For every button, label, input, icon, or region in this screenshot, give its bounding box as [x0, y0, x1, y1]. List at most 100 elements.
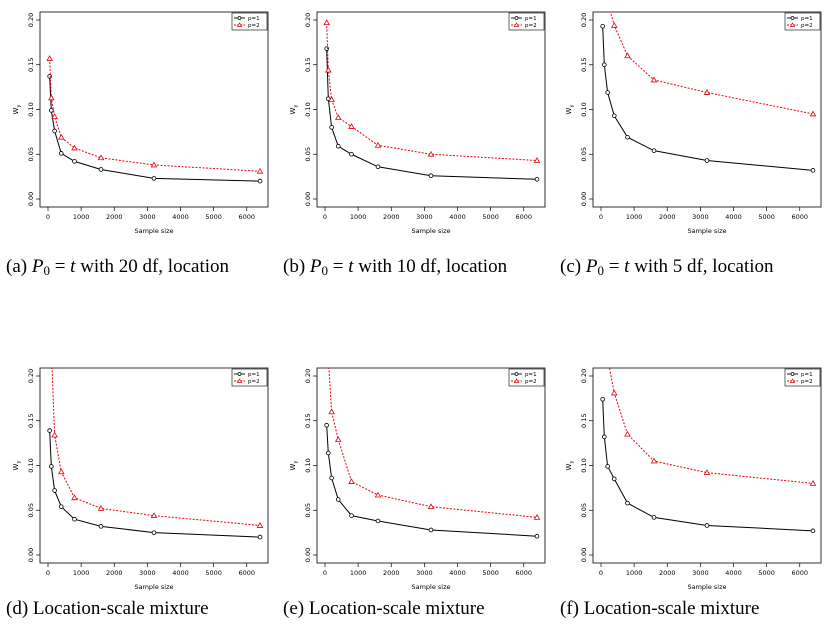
y-axis-label-e: Wy: [289, 461, 299, 471]
caption-a-sub: 0: [43, 263, 50, 278]
y-tick-label-c-2: 0.10: [580, 102, 588, 116]
caption-c-t: t: [624, 256, 630, 277]
x-axis-label-e: Sample size: [411, 583, 450, 591]
caption-f: (f) Location-scale mixture: [560, 598, 830, 620]
chart-panel-c: 0 1000 2000 3000 4000 5000 6000 0.00 0.05 0.10 0.1…: [553, 0, 831, 250]
legend-marker-f-1: [789, 378, 796, 383]
point-d-1-7: [256, 522, 264, 528]
x-tick-label-a-3: 3000: [139, 213, 156, 221]
y-tick-label-e-0: 0.00: [304, 548, 312, 562]
caption-f-suffix: Location-scale mixture: [583, 598, 760, 619]
point-e-1-4: [348, 478, 355, 484]
point-c-0-5: [651, 148, 657, 153]
point-a-0-7: [257, 178, 263, 184]
legend-label-b-1: p=2: [525, 23, 537, 29]
series-group-e: [324, 368, 541, 539]
point-d-0-6: [151, 530, 157, 535]
x-tick-label-e-4: 4000: [449, 569, 466, 577]
legend-label-d-0: p=1: [248, 372, 260, 378]
x-tick-label-b-4: 4000: [449, 213, 466, 221]
series-group-b: [323, 19, 541, 182]
series-line-a-1: [49, 58, 261, 172]
point-d-1-6: [150, 512, 158, 518]
series-line-a-0: [49, 76, 261, 182]
y-axis-label-sub-c: y: [569, 105, 575, 108]
caption-d-prefix: (d): [6, 598, 33, 619]
point-b-1-0: [323, 19, 330, 26]
legend-label-f-0: p=1: [801, 372, 813, 378]
legend-marker-d-0: [237, 372, 242, 376]
point-e-0-4: [349, 513, 354, 518]
caption-b-math: P: [309, 256, 322, 277]
x-tick-label-d-6: 6000: [238, 569, 255, 577]
point-e-1-2: [328, 408, 335, 415]
plot-frame-e: [316, 367, 546, 564]
chart-svg-c: 0 1000 2000 3000 4000 5000 6000 0.00 0.05 0.10 0.1…: [565, 11, 822, 235]
x-tick-label-d-2: 2000: [106, 569, 123, 577]
caption-e: (e) Location-scale mixture: [283, 598, 558, 620]
point-d-1-2: [51, 431, 58, 438]
series-line-e-0: [326, 425, 538, 537]
x-tick-label-e-1: 1000: [350, 569, 367, 577]
point-a-1-2: [51, 113, 58, 120]
y-tick-label-a-3: 0.15: [27, 58, 35, 72]
point-d-1-3: [57, 468, 65, 475]
point-f-0-3: [611, 476, 617, 482]
point-b-1-1: [325, 66, 332, 73]
y-tick-label-d-2: 0.10: [27, 458, 35, 472]
y-axis-label-d: Wy: [12, 461, 22, 471]
point-c-0-6: [704, 158, 710, 163]
caption-c-sub: 0: [597, 263, 604, 278]
caption-d: (d) Location-scale mixture: [6, 598, 281, 620]
chart-panel-b: 0 1000 2000 3000 4000 5000 6000 0.00 0.05 0.10 0.1…: [277, 0, 557, 250]
point-a-0-3: [58, 151, 64, 156]
x-tick-label-b-3: 3000: [416, 213, 433, 221]
chart-panel-f: 0 1000 2000 3000 4000 5000 6000 0.00 0.05 0.10 0.1…: [553, 356, 831, 606]
point-e-1-3: [334, 436, 342, 442]
legend-marker-a-1: [236, 22, 243, 27]
x-tick-label-d-4: 4000: [172, 569, 189, 577]
chart-panel-e: 0 1000 2000 3000 4000 5000 6000 0.00 0.05 0.10 0.1…: [277, 356, 557, 606]
point-d-0-3: [58, 504, 64, 509]
legend-marker-f-0: [790, 372, 795, 376]
point-f-0-4: [625, 500, 630, 506]
y-tick-label-d-1: 0.05: [27, 503, 35, 517]
y-tick-label-b-4: 0.20: [304, 13, 312, 27]
series-line-b-0: [326, 48, 538, 180]
y-axis-label-sub-e: y: [293, 461, 299, 464]
x-tick-label-f-2: 2000: [659, 569, 676, 577]
point-a-1-5: [97, 154, 105, 161]
x-tick-label-b-6: 6000: [515, 213, 532, 221]
x-tick-label-a-5: 5000: [205, 213, 222, 221]
y-tick-label-d-3: 0.15: [27, 414, 35, 428]
point-d-0-2: [52, 488, 57, 493]
x-tick-label-c-0: 0: [599, 213, 603, 221]
y-tick-label-a-0: 0.00: [27, 192, 35, 206]
point-d-1-0: [47, 284, 52, 289]
x-tick-label-c-6: 6000: [791, 213, 808, 221]
point-e-1-6: [427, 503, 435, 510]
x-tick-label-e-0: 0: [323, 569, 327, 577]
point-d-0-5: [98, 524, 104, 529]
point-c-1-3: [610, 21, 618, 28]
x-tick-label-a-0: 0: [46, 213, 50, 221]
x-tick-label-b-2: 2000: [383, 213, 400, 221]
series-line-d-0: [49, 430, 261, 538]
point-a-0-0: [47, 74, 52, 79]
x-tick-label-c-1: 1000: [626, 213, 643, 221]
caption-a-t: t: [70, 256, 76, 277]
caption-b-t: t: [348, 256, 354, 277]
point-f-0-7: [810, 528, 816, 534]
point-e-1-5: [374, 491, 382, 498]
y-tick-label-d-4: 0.20: [27, 369, 35, 383]
x-tick-label-c-2: 2000: [659, 213, 676, 221]
caption-a-prefix: (a): [6, 256, 32, 277]
chart-panel-a: 0 1000 2000 3000 4000 5000 6000 0.00 0.05 0.10 0.1…: [0, 0, 280, 250]
y-tick-label-b-2: 0.10: [304, 102, 312, 116]
point-b-1-4: [348, 123, 355, 129]
point-f-0-2: [605, 464, 610, 469]
y-tick-label-e-1: 0.05: [304, 503, 312, 517]
series-group-a: [46, 55, 264, 184]
legend-marker-d-1: [236, 378, 243, 383]
point-b-1-6: [427, 150, 435, 157]
